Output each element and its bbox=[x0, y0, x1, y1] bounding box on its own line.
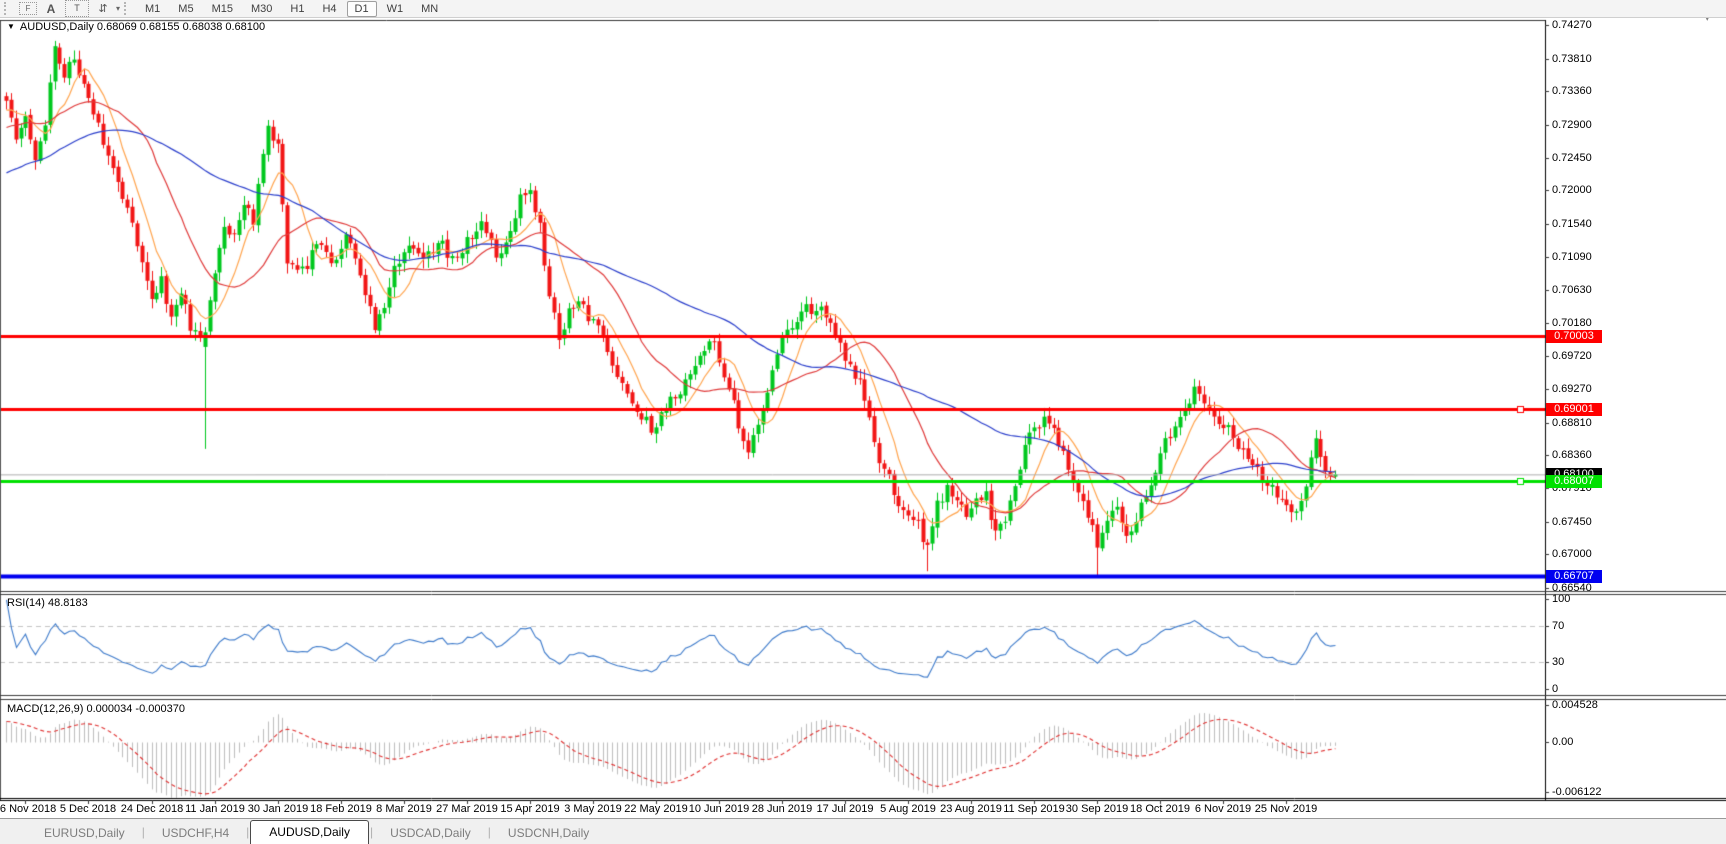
price-axis-tick: 0.68810 bbox=[1552, 416, 1592, 429]
date-axis-label: 22 May 2019 bbox=[624, 803, 688, 815]
macd-panel-title: MACD(12,26,9) 0.000034 -0.000370 bbox=[7, 703, 185, 715]
date-axis-label: 10 Jun 2019 bbox=[688, 803, 750, 815]
timeframe-button-h1[interactable]: H1 bbox=[290, 2, 305, 15]
chart-title-text: AUDUSD,Daily 0.68069 0.68155 0.68038 0.6… bbox=[19, 21, 266, 33]
date-axis-label: 15 Apr 2019 bbox=[500, 803, 560, 815]
date-axis-label: 28 Jun 2019 bbox=[751, 803, 813, 815]
hline-price-badge: 0.68007 bbox=[1546, 475, 1602, 489]
toolbar-grip[interactable] bbox=[4, 2, 10, 15]
date-axis-label: 11 Sep 2019 bbox=[1003, 803, 1065, 815]
price-axis-tick: 0.68360 bbox=[1552, 449, 1592, 462]
hline-price-badge: 0.69001 bbox=[1546, 402, 1602, 416]
price-axis-tick: 0.73360 bbox=[1552, 85, 1592, 98]
price-axis-tick: 0.66540 bbox=[1552, 581, 1592, 594]
timeframe-button-m5[interactable]: M5 bbox=[178, 2, 194, 15]
chart-title: ▼ AUDUSD,Daily 0.68069 0.68155 0.68038 0.… bbox=[7, 21, 265, 33]
timeframe-button-m30[interactable]: M30 bbox=[250, 2, 273, 15]
date-axis-label: 25 Nov 2019 bbox=[1254, 803, 1318, 815]
timeframe-button-h4[interactable]: H4 bbox=[322, 2, 337, 15]
tab-separator: | bbox=[246, 824, 250, 839]
price-axis-tick: 0.70630 bbox=[1552, 284, 1592, 297]
font-a-icon[interactable]: A bbox=[46, 1, 56, 16]
arrows-tool-icon[interactable]: ⇵ bbox=[98, 3, 108, 15]
date-axis-label: 24 Dec 2018 bbox=[120, 803, 184, 815]
date-axis-label: 30 Jan 2019 bbox=[247, 803, 309, 815]
timeframe-group: M1 M5 M15 M30 H1 H4 D1 W1 MN bbox=[136, 0, 447, 17]
date-axis-label: 18 Feb 2019 bbox=[310, 803, 372, 815]
date-axis-label: 6 Nov 2019 bbox=[1194, 803, 1252, 815]
tab-usdcad-daily[interactable]: USDCAD,Daily bbox=[390, 826, 471, 840]
date-axis-label: 30 Sep 2019 bbox=[1065, 803, 1129, 815]
date-axis-label: 3 May 2019 bbox=[564, 803, 622, 815]
chevron-down-icon[interactable]: ▼ bbox=[7, 22, 15, 31]
rsi-axis-tick: 100 bbox=[1552, 593, 1571, 605]
date-axis-label: 27 Mar 2019 bbox=[436, 803, 498, 815]
chart-tab-bar: EURUSD,Daily | USDCHF,H4 | AUDUSD,Daily | USDC… bbox=[0, 818, 1726, 844]
text-box-icon[interactable]: T bbox=[65, 0, 89, 17]
rsi-axis-tick: 30 bbox=[1552, 656, 1565, 668]
price-axis-tick: 0.67450 bbox=[1552, 515, 1592, 528]
price-axis-tick: 0.69720 bbox=[1552, 350, 1592, 363]
hline-price-badge: 0.66707 bbox=[1546, 569, 1602, 583]
tab-separator: | bbox=[487, 824, 491, 839]
dotted-grid-f-icon[interactable]: F bbox=[19, 2, 37, 15]
price-axis-tick: 0.71090 bbox=[1552, 250, 1592, 263]
date-axis-label: 11 Jan 2019 bbox=[185, 803, 245, 815]
price-axis-tick: 0.72900 bbox=[1552, 118, 1592, 131]
toolbar-grip[interactable] bbox=[124, 2, 130, 15]
price-axis-tick: 0.72000 bbox=[1552, 184, 1592, 197]
price-axis-tick: 0.69270 bbox=[1552, 383, 1592, 396]
date-axis-label: 5 Aug 2019 bbox=[880, 803, 936, 815]
rsi-axis-tick: 70 bbox=[1552, 620, 1565, 632]
toolbar: F A T ⇵ ▾ M1 M5 M15 M30 H1 H4 D1 W1 MN bbox=[0, 0, 1726, 18]
timeframe-button-m15[interactable]: M15 bbox=[211, 2, 233, 15]
price-axis-tick: 0.70180 bbox=[1552, 316, 1592, 329]
date-axis-label: 8 Mar 2019 bbox=[376, 803, 432, 815]
rsi-panel-title: RSI(14) 48.8183 bbox=[7, 597, 88, 609]
chart-corner-marker[interactable]: ▾ bbox=[1705, 13, 1710, 23]
hline-price-badge: 0.70003 bbox=[1546, 329, 1602, 343]
price-axis-tick: 0.67000 bbox=[1552, 548, 1592, 561]
date-axis-label: 23 Aug 2019 bbox=[940, 803, 1002, 815]
tab-eurusd-daily[interactable]: EURUSD,Daily bbox=[44, 826, 125, 840]
price-axis-tick: 0.72450 bbox=[1552, 151, 1592, 164]
chevron-down-icon[interactable]: ▾ bbox=[116, 4, 121, 13]
macd-axis-tick: 0.004528 bbox=[1552, 699, 1598, 711]
tab-separator: | bbox=[369, 824, 374, 839]
tab-usdchf-h4[interactable]: USDCHF,H4 bbox=[161, 826, 230, 840]
date-axis-label: 16 Nov 2018 bbox=[0, 803, 57, 815]
timeframe-button-d1[interactable]: D1 bbox=[346, 0, 377, 17]
price-axis-tick: 0.74270 bbox=[1552, 19, 1592, 31]
macd-axis-tick: 0.00 bbox=[1552, 736, 1574, 748]
date-axis-label: 18 Oct 2019 bbox=[1130, 803, 1190, 815]
tab-audusd-daily[interactable]: AUDUSD,Daily bbox=[250, 820, 369, 844]
rsi-axis-tick: 0 bbox=[1552, 683, 1559, 695]
date-axis-label: 5 Dec 2018 bbox=[59, 803, 117, 815]
timeframe-button-w1[interactable]: W1 bbox=[386, 2, 404, 15]
date-axis-label: 17 Jul 2019 bbox=[816, 803, 874, 815]
tab-usdcnh-daily[interactable]: USDCNH,Daily bbox=[507, 826, 590, 840]
tab-separator: | bbox=[141, 824, 145, 839]
timeframe-button-mn[interactable]: MN bbox=[421, 2, 439, 15]
price-axis-tick: 0.73810 bbox=[1552, 52, 1592, 65]
macd-axis-tick: -0.006122 bbox=[1552, 786, 1602, 799]
price-axis-tick: 0.71540 bbox=[1552, 217, 1592, 230]
timeframe-button-m1[interactable]: M1 bbox=[145, 2, 161, 15]
